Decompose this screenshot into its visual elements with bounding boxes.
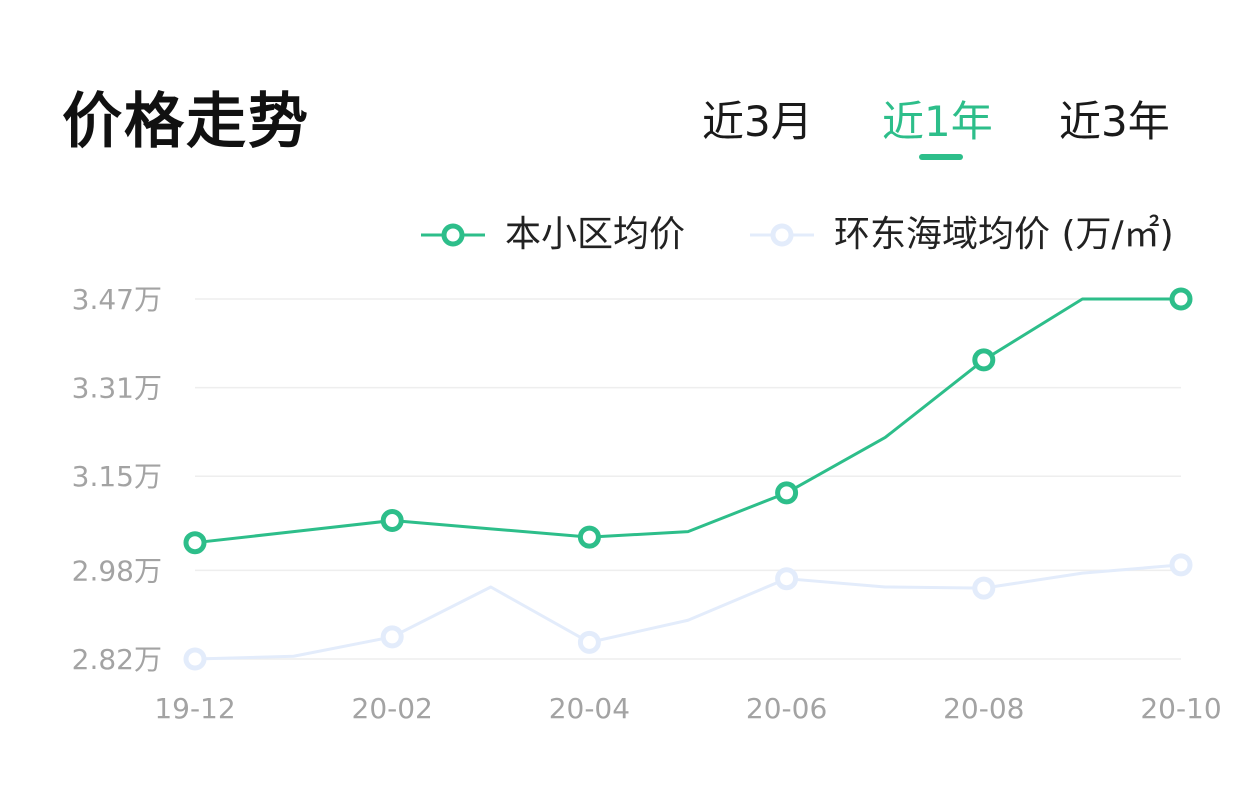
y-tick-label-2: 3.15万 <box>72 460 162 493</box>
data-point-area-19-12 <box>183 647 207 671</box>
legend-label-community: 本小区均价 <box>505 214 686 255</box>
chart-legend: 本小区均价 环东海域均价 (万/㎡) <box>0 210 1241 260</box>
series-line-area <box>194 563 1182 661</box>
data-point-community-20-02 <box>380 509 404 533</box>
x-tick-label-5: 20-10 <box>1140 692 1221 725</box>
data-point-area-20-06 <box>775 567 799 591</box>
data-point-community-20-06 <box>775 481 799 505</box>
page-title: 价格走势 <box>62 87 310 157</box>
data-point-community-20-10 <box>1169 287 1193 311</box>
legend-area-name: 环东海域均价 <box>834 214 1051 255</box>
y-tick-label-3: 2.98万 <box>72 554 162 587</box>
tab-3-years[interactable]: 近3年 <box>1059 97 1170 146</box>
x-tick-label-2: 20-04 <box>549 692 630 725</box>
legend-swatch-community <box>421 223 485 247</box>
legend-label-area: 环东海域均价 (万/㎡) <box>834 212 1174 258</box>
data-point-community-19-12 <box>183 531 207 555</box>
y-tick-label-4: 2.82万 <box>72 643 162 676</box>
legend-unit: (万/㎡) <box>1061 214 1174 255</box>
y-tick-label-1: 3.31万 <box>72 372 162 405</box>
x-tick-label-4: 20-08 <box>943 692 1024 725</box>
data-point-area-20-08 <box>972 576 996 600</box>
x-tick-label-0: 19-12 <box>154 692 235 725</box>
data-point-area-20-04 <box>577 630 601 654</box>
x-tick-label-1: 20-02 <box>352 692 433 725</box>
tab-1-year[interactable]: 近1年 <box>882 97 993 146</box>
tab-3-months[interactable]: 近3月 <box>702 97 813 146</box>
active-tab-indicator <box>919 154 963 160</box>
series-line-community <box>194 297 1181 545</box>
data-point-community-20-08 <box>972 348 996 372</box>
data-point-area-20-10 <box>1169 553 1193 577</box>
legend-swatch-area <box>750 223 814 247</box>
period-tabs: 近3月 近1年 近3年 <box>0 94 1241 174</box>
data-point-community-20-04 <box>577 525 601 549</box>
x-tick-label-3: 20-06 <box>746 692 827 725</box>
data-point-area-20-02 <box>380 625 404 649</box>
y-tick-label-0: 3.47万 <box>72 283 162 316</box>
